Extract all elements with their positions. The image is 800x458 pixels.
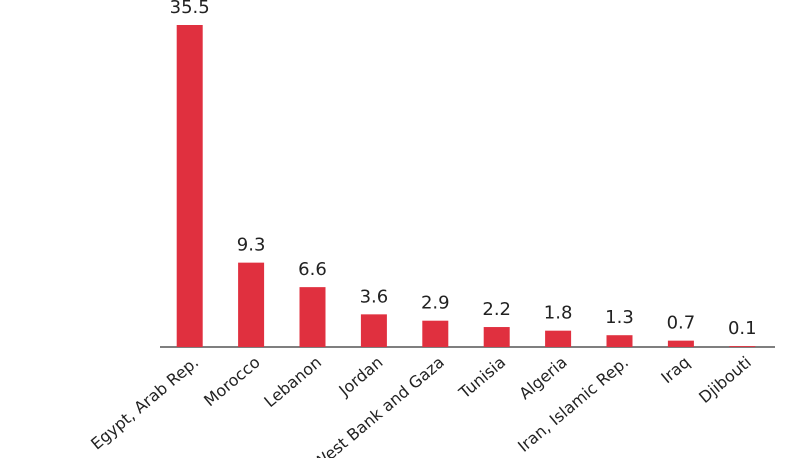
x-tick-label: Tunisia <box>454 353 509 403</box>
x-tick-label: Jordan <box>334 353 386 401</box>
x-tick-label: Algeria <box>515 353 570 404</box>
bar <box>238 262 265 347</box>
bar <box>299 287 326 347</box>
value-label: 1.8 <box>544 303 573 324</box>
x-tick-label: Lebanon <box>260 353 325 412</box>
bar <box>176 25 203 347</box>
bar <box>422 320 449 347</box>
value-label: 35.5 <box>170 0 210 18</box>
value-label: 6.6 <box>298 259 327 280</box>
bar <box>606 335 633 347</box>
x-tick-label: Djibouti <box>695 353 755 407</box>
value-label: 2.9 <box>421 293 450 314</box>
x-tick-label: Iran, Islamic Rep. <box>514 353 632 456</box>
value-label: 1.3 <box>605 307 634 328</box>
x-tick-label: Morocco <box>200 353 264 411</box>
bar <box>360 314 387 347</box>
bar <box>483 327 510 347</box>
bar <box>545 330 572 347</box>
x-tick-label: Iraq <box>657 353 693 388</box>
value-label: 0.1 <box>728 318 757 339</box>
x-tick-label: Egypt, Arab Rep. <box>87 353 202 454</box>
value-label: 3.6 <box>360 286 389 307</box>
value-label: 9.3 <box>237 235 266 256</box>
bar <box>729 346 756 347</box>
bar <box>667 340 694 347</box>
value-label: 2.2 <box>482 299 511 320</box>
value-label: 0.7 <box>667 313 696 334</box>
